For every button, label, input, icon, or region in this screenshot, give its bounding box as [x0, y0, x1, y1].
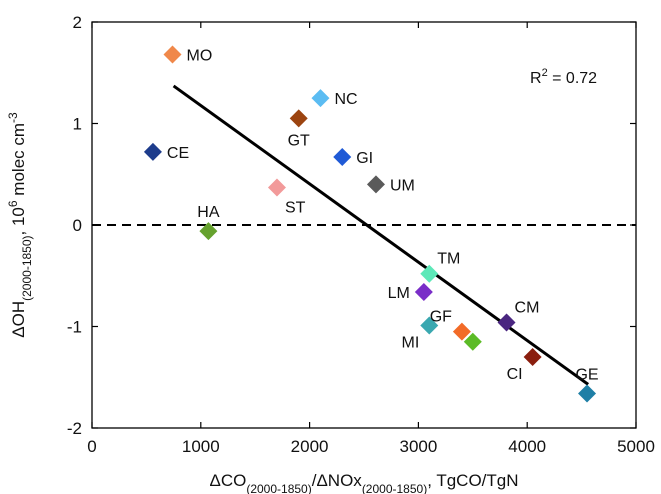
point-label-mo: MO	[187, 47, 213, 64]
point-label-um: UM	[390, 177, 415, 194]
data-point-gf	[452, 322, 471, 341]
data-point-mo	[163, 45, 182, 64]
point-label-gi: GI	[356, 150, 373, 167]
r-squared-annotation: R2 = 0.72	[530, 67, 597, 87]
point-label-nc: NC	[334, 91, 357, 108]
point-label-st: ST	[285, 199, 306, 216]
data-point-gt	[289, 109, 308, 128]
data-point-unlabeled	[463, 332, 482, 351]
point-label-tm: TM	[437, 251, 460, 268]
point-label-gf: GF	[430, 309, 452, 326]
data-point-lm	[414, 282, 433, 301]
x-tick-label: 2000	[291, 437, 329, 456]
lines	[92, 84, 636, 386]
data-point-nc	[311, 89, 330, 108]
x-tick-label: 0	[87, 437, 96, 456]
point-label-ce: CE	[167, 145, 189, 162]
data-points	[143, 45, 597, 403]
data-point-gi	[333, 147, 352, 166]
data-point-tm	[420, 264, 439, 283]
y-tick-label: -1	[67, 318, 82, 337]
point-label-ge: GE	[575, 366, 598, 383]
regression-line	[172, 84, 590, 386]
data-point-ha	[199, 222, 218, 241]
data-point-ge	[578, 384, 597, 403]
axis-ticks: 0 1000 2000 3000 4000 5000 -2 -1 0 1 2	[67, 13, 655, 456]
x-tick-label: 3000	[399, 437, 437, 456]
data-point-um	[366, 175, 385, 194]
y-tick-label: 2	[73, 13, 82, 32]
point-label-ha: HA	[197, 204, 220, 221]
data-point-cm	[497, 313, 516, 332]
x-tick-label: 4000	[508, 437, 546, 456]
data-point-st	[267, 178, 286, 197]
point-label-mi: MI	[401, 334, 419, 351]
x-axis-label: ΔCO(2000-1850)/ΔNOx(2000-1850), TgCO/TgN	[209, 471, 518, 494]
labels: MO NC GT CE GI UM ST HA TM LM CM MI GF CI GE R2 = 0.72 Δ…	[6, 47, 599, 494]
y-tick-label: 0	[73, 216, 82, 235]
data-point-ci	[523, 347, 542, 366]
x-tick-label: 1000	[182, 437, 220, 456]
data-point-ce	[143, 142, 162, 161]
y-axis-label: ΔOH(2000-1850), 106 molec cm-3	[6, 112, 34, 338]
point-label-gt: GT	[288, 132, 310, 149]
data-point-mi	[420, 316, 439, 335]
y-tick-label: 1	[73, 115, 82, 134]
point-label-ci: CI	[507, 366, 523, 383]
x-tick-label: 5000	[617, 437, 655, 456]
y-tick-label: -2	[67, 419, 82, 438]
point-label-cm: CM	[515, 299, 540, 316]
point-label-lm: LM	[388, 285, 410, 302]
